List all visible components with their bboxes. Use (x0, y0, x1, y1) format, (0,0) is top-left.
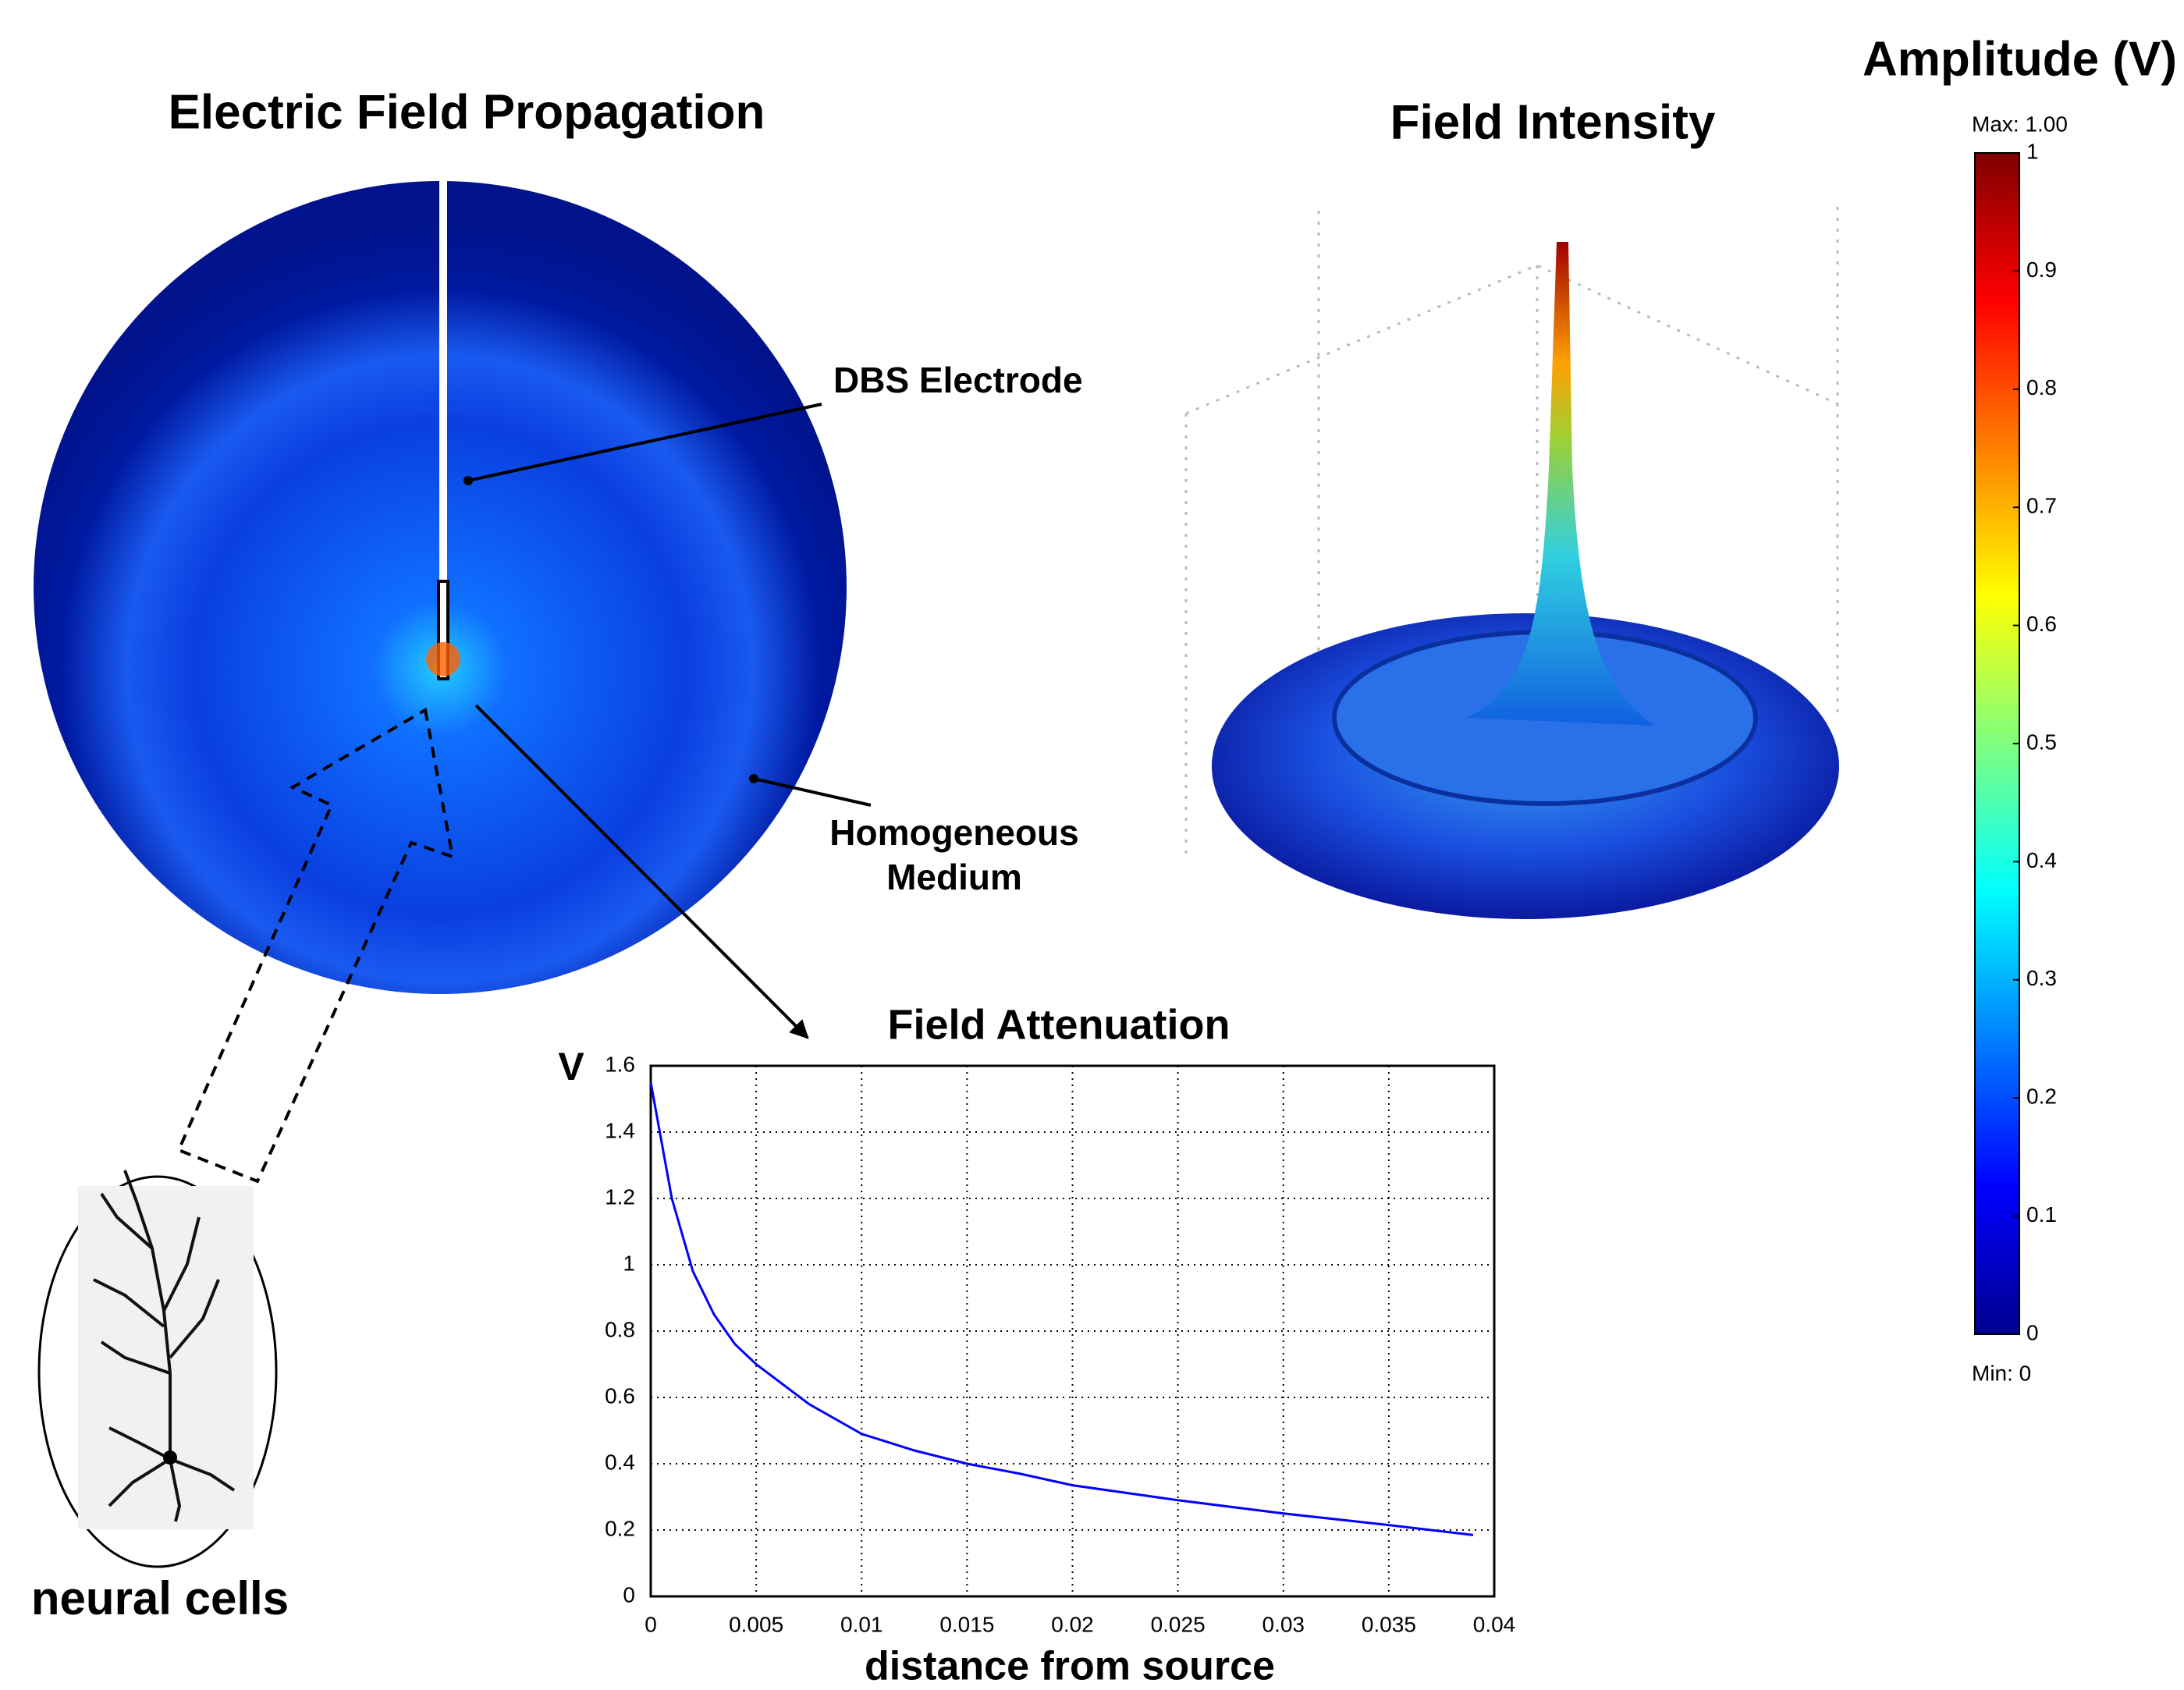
x-tick-label: 0.005 (729, 1612, 783, 1636)
colorbar-tick-label: 0.5 (2026, 730, 2057, 754)
x-tick-label: 0 (645, 1612, 657, 1636)
soma (163, 1450, 177, 1465)
colorbar-tick-label: 0.7 (2026, 494, 2057, 518)
y-tick-label: 0.2 (605, 1516, 635, 1540)
y-tick-label: 0.4 (605, 1450, 635, 1474)
colorbar-tick-label: 0.1 (2026, 1202, 2057, 1227)
annotation: Homogeneous (829, 812, 1078, 853)
colorbar-tick-label: 0.6 (2026, 612, 2057, 636)
annotation: DBS Electrode (833, 360, 1083, 400)
y-tick-label: 1 (623, 1251, 635, 1275)
annotation: Medium (886, 857, 1022, 897)
x-tick-label: 0.02 (1051, 1612, 1094, 1636)
pointer-dot (749, 774, 758, 783)
colorbar-tick-label: 1 (2026, 139, 2039, 163)
colorbar-tick-label: 0.4 (2026, 848, 2057, 872)
colorbar-max: Max: 1.00 (1972, 112, 2068, 136)
x-tick-label: 0.04 (1473, 1612, 1516, 1636)
colorbar-min: Min: 0 (1972, 1361, 2031, 1385)
x-tick-label: 0.01 (840, 1612, 883, 1636)
y-tick-label: 1.2 (605, 1184, 635, 1209)
y-tick-label: 0.6 (605, 1383, 635, 1408)
x-tick-label: 0.015 (939, 1612, 994, 1636)
colorbar-tick-label: 0.3 (2026, 966, 2057, 990)
y-tick-label: 1.6 (605, 1052, 635, 1076)
x-tick-label: 0.025 (1151, 1612, 1206, 1636)
colorbar (1975, 153, 2019, 1334)
panel-title: Field Intensity (1390, 95, 1716, 149)
data-line (651, 1082, 1473, 1535)
y-axis-label: V (558, 1045, 584, 1088)
x-tick-label: 0.03 (1262, 1612, 1305, 1636)
colorbar-tick-label: 0.8 (2026, 375, 2057, 399)
y-tick-label: 0 (623, 1582, 635, 1607)
x-axis-label: distance from source (865, 1644, 1275, 1689)
figure: Electric Field Propagation DBS Electrode… (0, 0, 2184, 1690)
x-tick-label: 0.035 (1362, 1612, 1416, 1636)
chart-title: Field Attenuation (888, 1001, 1230, 1048)
line-chart: Field Attenuation distance from source V (558, 1001, 1275, 1688)
y-tick-label: 0.8 (605, 1317, 635, 1341)
hotspot (426, 642, 460, 676)
pointer-dot (463, 476, 473, 485)
colorbar-tick-label: 0 (2026, 1320, 2039, 1344)
colorbar-tick-label: 0.9 (2026, 257, 2057, 282)
cell-image (78, 1186, 254, 1529)
annotation: neural cells (31, 1572, 289, 1624)
panel-title: Electric Field Propagation (169, 85, 765, 139)
y-tick-label: 1.4 (605, 1118, 635, 1142)
colorbar-title: Amplitude (V) (1863, 32, 2177, 86)
colorbar-tick-label: 0.2 (2026, 1085, 2057, 1109)
